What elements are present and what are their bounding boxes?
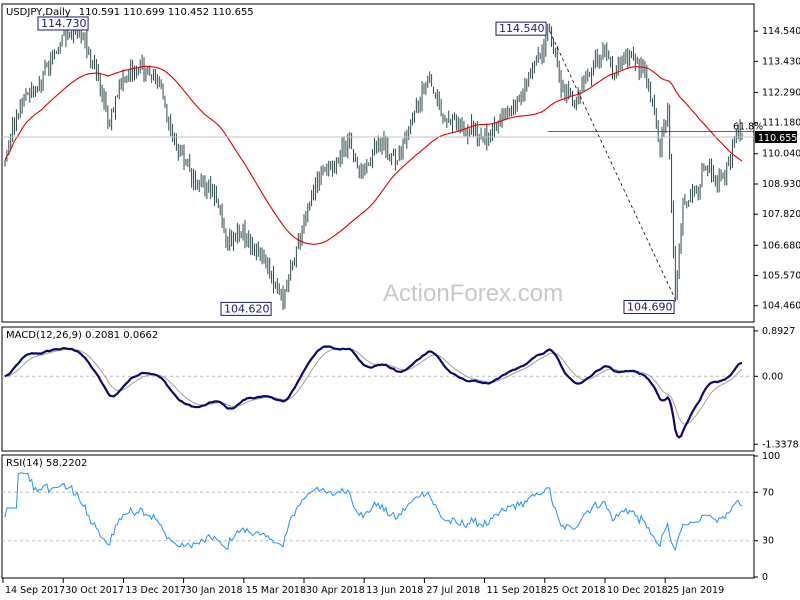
rsi-title: RSI(14) 58.2202	[6, 458, 87, 469]
current-price-badge	[755, 130, 797, 143]
price-panel-frame	[1, 3, 755, 323]
high-label-2: 114.540	[499, 22, 545, 35]
high-label-2-box	[495, 21, 547, 36]
macd-line	[4, 345, 743, 439]
low-label-2-box	[623, 299, 675, 314]
x-tick-label: 13 Jun 2018	[366, 585, 423, 596]
high-label-box	[37, 16, 89, 31]
x-tick-label: 14 Sep 2017	[5, 585, 65, 596]
price-tick-label: 105.570	[762, 271, 800, 282]
price-title-ohlc: 110.591 110.699 110.452 110.655	[79, 7, 254, 18]
price-tick-label: 112.290	[762, 87, 800, 98]
x-tick-label: 13 Dec 2017	[125, 585, 186, 596]
rsi-panel-frame	[1, 454, 755, 579]
rsi-line	[4, 472, 743, 552]
macd-tick-label: 0.00	[762, 371, 783, 382]
x-tick-label: 27 Jul 2018	[426, 585, 480, 596]
price-tick-label: 104.460	[762, 301, 800, 312]
price-layer: 61.8% 114.730 104.620 114.540 104.690	[2, 16, 763, 316]
rsi-tick-label: 100	[762, 451, 780, 462]
x-tick-label: 25 Jan 2019	[667, 585, 724, 596]
macd-title: MACD(12,26,9) 0.2081 0.0662	[6, 330, 158, 341]
x-tick-label: 30 Jan 2018	[186, 585, 243, 596]
price-title-symbol: USDJPY,Daily	[6, 7, 71, 18]
axis-layer: 114.540 113.430 112.290 111.180 110.040 108.9…	[2, 26, 800, 596]
macd-layer	[2, 345, 754, 439]
low-label-1-box	[220, 301, 272, 316]
rsi-tick-label: 30	[762, 536, 774, 547]
macd-signal-line	[4, 348, 743, 425]
rsi-layer	[2, 472, 754, 552]
x-tick-label: 11 Sep 2018	[487, 585, 547, 596]
x-tick-label: 25 Oct 2018	[547, 585, 606, 596]
x-tick-label: 30 Oct 2017	[65, 585, 124, 596]
price-tick-label: 107.820	[762, 209, 800, 220]
projection-line	[549, 30, 676, 300]
price-tick-label: 113.430	[762, 56, 800, 67]
fib-label: 61.8%	[733, 121, 763, 132]
low-label-2: 104.690	[627, 300, 673, 313]
x-tick-label: 30 Apr 2018	[306, 585, 365, 596]
rsi-tick-label: 70	[762, 487, 774, 498]
high-label: 114.730	[41, 17, 87, 30]
current-price-label: 110.655	[758, 133, 797, 144]
x-tick-label: 10 Dec 2018	[607, 585, 668, 596]
macd-tick-label: 0.8927	[762, 326, 795, 337]
macd-tick-label: -1.3378	[762, 439, 799, 450]
price-tick-label: 111.180	[762, 118, 800, 129]
low-label-1: 104.620	[224, 302, 270, 315]
rsi-tick-label: 0	[762, 572, 768, 583]
sma-line	[4, 65, 743, 245]
price-tick-label: 108.930	[762, 179, 800, 190]
macd-panel-frame	[1, 326, 755, 452]
price-tick-label: 106.680	[762, 240, 800, 251]
price-tick-label: 114.540	[762, 26, 800, 37]
price-title: USDJPY,Daily 110.591 110.699 110.452 110.…	[6, 7, 254, 18]
watermark: ActionForex.com	[383, 280, 563, 307]
price-tick-label: 110.040	[762, 149, 800, 160]
x-tick-label: 15 Mar 2018	[246, 585, 306, 596]
